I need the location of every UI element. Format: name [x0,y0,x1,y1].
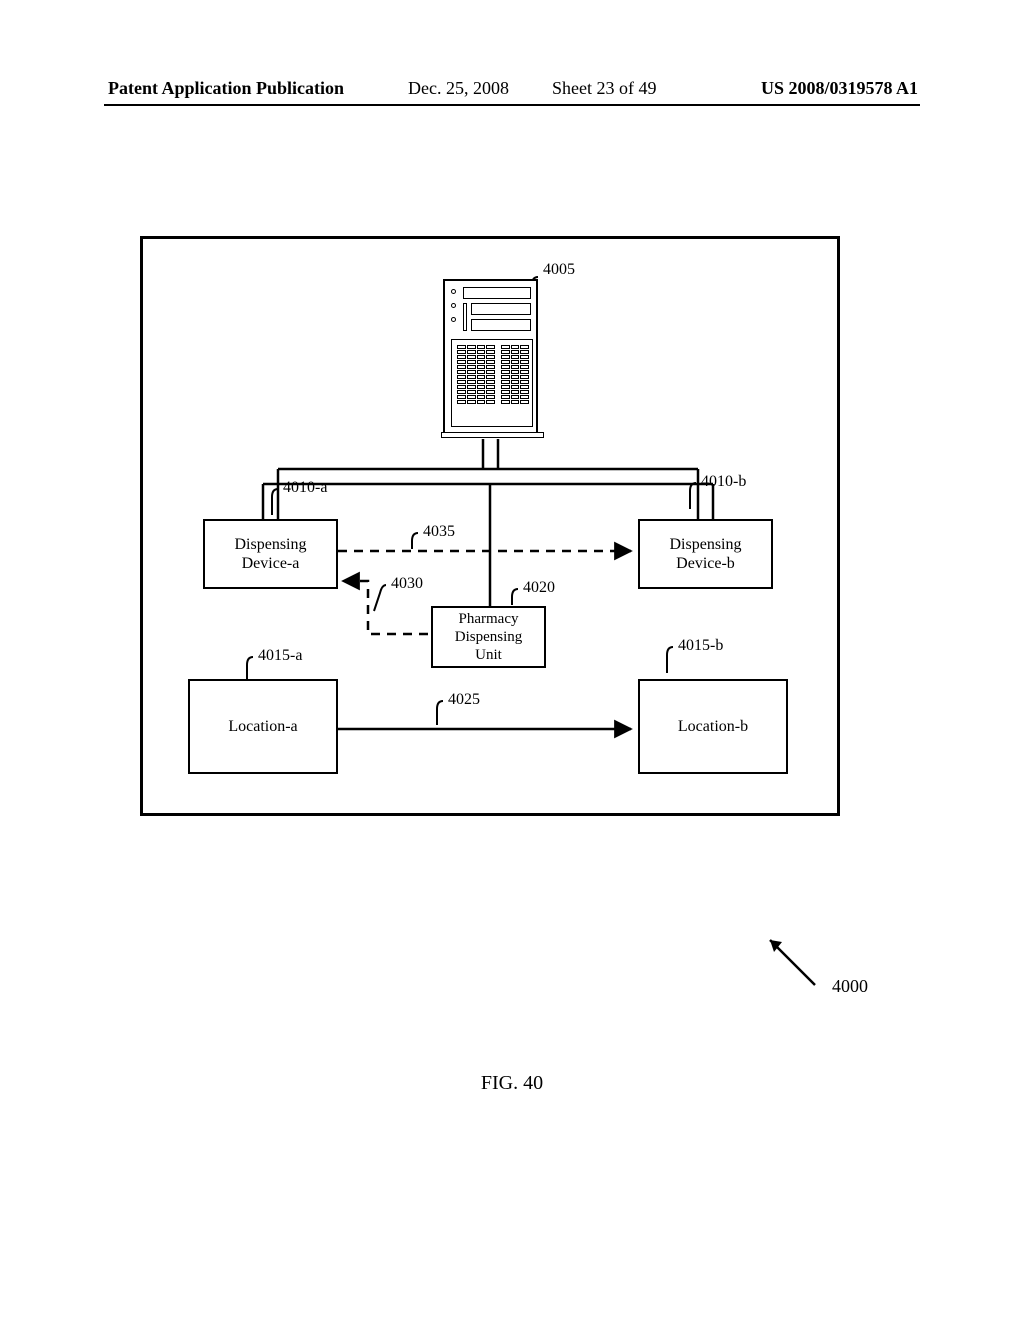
figure-caption: FIG. 40 [0,1072,1024,1095]
publication-date: Dec. 25, 2008 [408,78,509,99]
ref-edge-30: 4030 [391,575,423,593]
publication-type: Patent Application Publication [108,78,344,99]
header-rule [104,104,920,106]
dispensing-device-a: Dispensing Device-a [203,519,338,589]
ref-edge-35: 4035 [423,523,455,541]
ref-loc-a: 4015-a [258,647,302,665]
ref-server: 4005 [543,261,575,279]
ref-loc-b: 4015-b [678,637,723,655]
page: Patent Application Publication Dec. 25, … [0,0,1024,1320]
pharmacy-dispensing-unit: Pharmacy Dispensing Unit [431,606,546,668]
ref-system: 4000 [832,976,868,997]
sheet-number: Sheet 23 of 49 [552,78,656,99]
dispensing-device-b: Dispensing Device-b [638,519,773,589]
diagram-frame: Dispensing Device-a Dispensing Device-b … [140,236,840,816]
ref-disp-a: 4010-a [283,479,327,497]
ref-edge-25: 4025 [448,691,480,709]
location-a: Location-a [188,679,338,774]
publication-number: US 2008/0319578 A1 [761,78,918,99]
location-b: Location-b [638,679,788,774]
ref-pdu: 4020 [523,579,555,597]
ref-disp-b: 4010-b [701,473,746,491]
system-leader [760,930,900,1000]
server-icon [443,279,538,434]
